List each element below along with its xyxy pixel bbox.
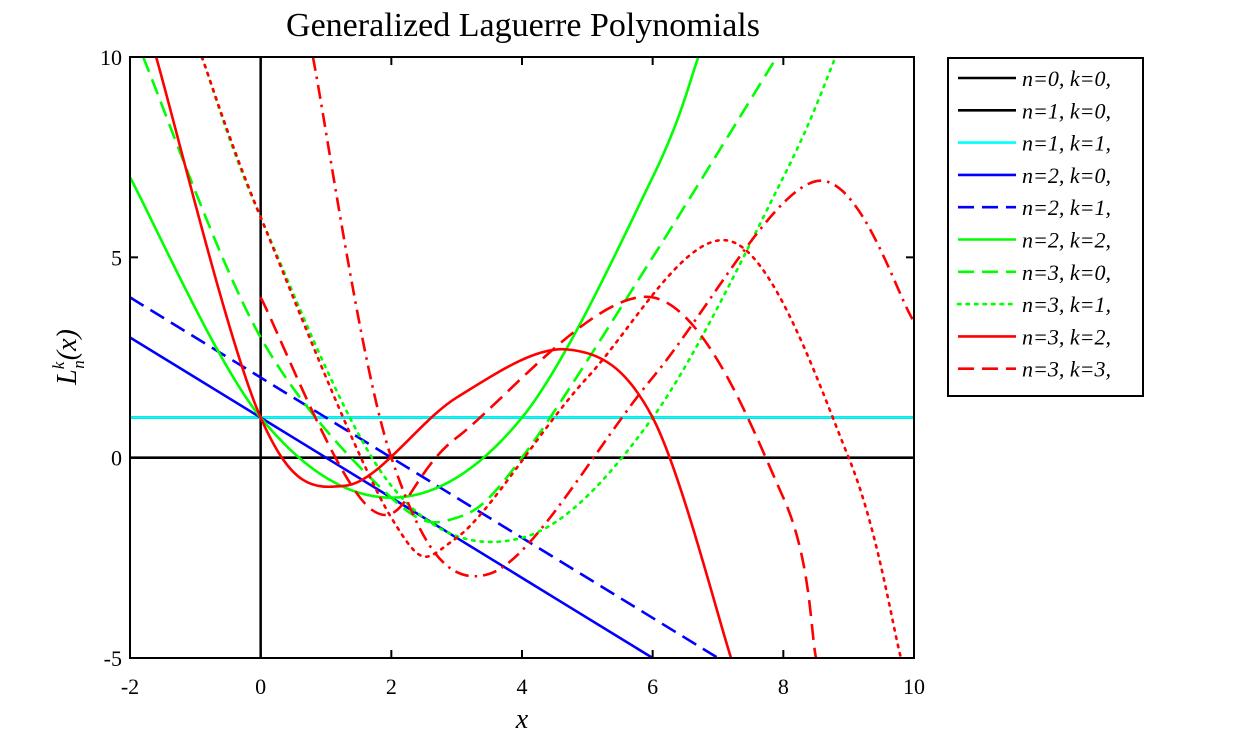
y-axis-label-sub: n (69, 360, 88, 369)
x-tick-label: 0 (255, 674, 266, 699)
legend-label-9: n=3, k=2, (1022, 324, 1111, 349)
x-tick-label: 4 (517, 674, 528, 699)
series-line-10 (259, 295, 818, 658)
series-line-11 (200, 57, 903, 658)
series-line-12 (311, 57, 914, 578)
legend-label-2: n=1, k=0, (1022, 98, 1111, 123)
x-tick-label: 6 (647, 674, 658, 699)
x-axis-label: x (515, 704, 529, 735)
series-line-7 (141, 57, 778, 524)
legend-label-5: n=2, k=1, (1022, 195, 1111, 220)
series-layer (130, 57, 914, 658)
chart-title: Generalized Laguerre Polynomials (286, 7, 760, 44)
series-line-6 (130, 57, 700, 500)
legend-label-4: n=2, k=0, (1022, 163, 1111, 188)
x-tick-label: 10 (903, 674, 925, 699)
legend-label-7: n=3, k=0, (1022, 260, 1111, 285)
legend-label-10: n=3, k=3, (1022, 357, 1111, 382)
y-axis-label-sup: k (49, 361, 68, 369)
legend-label-6: n=2, k=2, (1022, 228, 1111, 253)
legend-box (947, 57, 1144, 397)
y-tick-label: 0 (111, 446, 122, 471)
x-tick-label: 8 (778, 674, 789, 699)
legend-label-3: n=1, k=1, (1022, 131, 1111, 156)
y-tick-label: 5 (111, 245, 122, 270)
series-line-5 (130, 296, 719, 658)
y-axis-label-main: L (52, 369, 83, 386)
y-axis-label-arg: (x) (52, 329, 83, 360)
tick-layer: -2 0 2 4 6 8 10 -5 0 5 10 (100, 45, 925, 699)
y-axis-label: Lkn(x) (49, 329, 88, 386)
legend: n=0, k=0, n=1, k=0, n=1, k=1, n=2, k=0, n=2,… (947, 57, 1144, 397)
series-line-9 (154, 57, 733, 658)
x-tick-label: -2 (121, 674, 139, 699)
y-tick-label: 10 (100, 45, 122, 70)
legend-label-8: n=3, k=1, (1022, 292, 1111, 317)
legend-label-1: n=0, k=0, (1022, 66, 1111, 91)
y-tick-label: -5 (104, 646, 122, 671)
legend-entries: n=0, k=0, n=1, k=0, n=1, k=1, n=2, k=0, n=2,… (956, 66, 1111, 382)
x-tick-label: 2 (386, 674, 397, 699)
